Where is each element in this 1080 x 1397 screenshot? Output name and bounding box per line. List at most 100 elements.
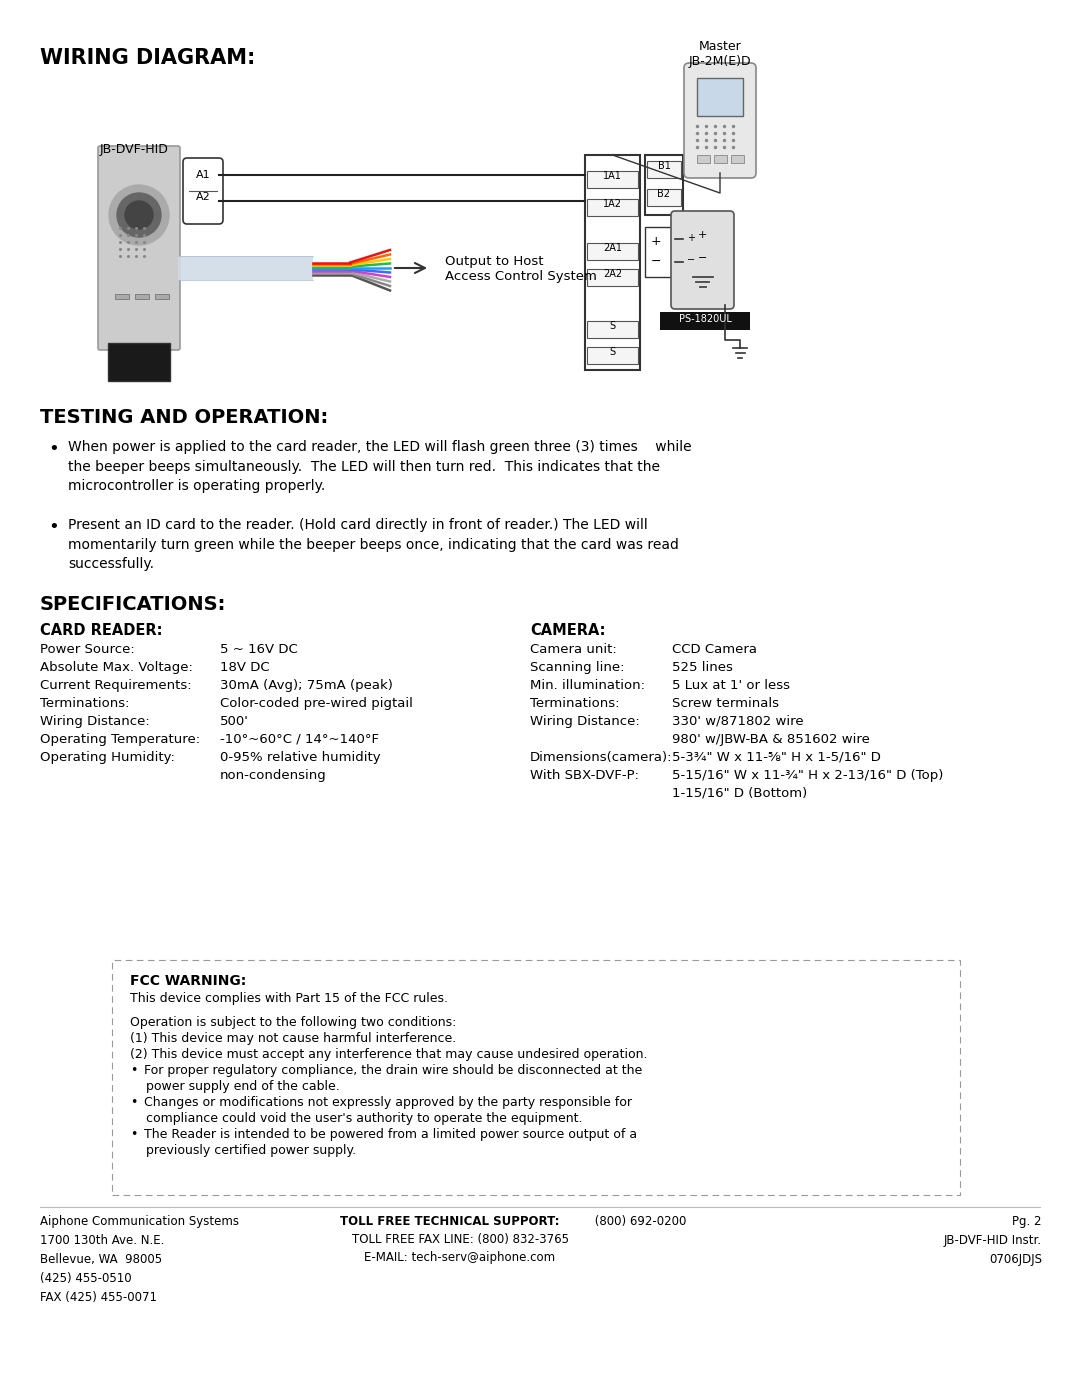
Text: compliance could void the user's authority to operate the equipment.: compliance could void the user's authori… [130,1112,582,1125]
Text: CARD READER:: CARD READER: [40,623,162,638]
Bar [156,293,168,299]
Text: Current Requirements:: Current Requirements: [40,679,191,692]
Text: Present an ID card to the reader. (Hold card directly in front of reader.) The L: Present an ID card to the reader. (Hold … [68,518,679,571]
Text: (2) This device must accept any interference that may cause undesired operation.: (2) This device must accept any interfer… [130,1048,648,1060]
Text: +: + [651,235,662,249]
Text: A1: A1 [195,170,211,180]
Text: −: − [687,256,696,265]
Text: 5-15/16" W x 11-¾" H x 2-13/16" D (Top): 5-15/16" W x 11-¾" H x 2-13/16" D (Top) [672,768,943,782]
Text: 5-3¾" W x 11-⅝" H x 1-5/16" D: 5-3¾" W x 11-⅝" H x 1-5/16" D [672,752,881,764]
Bar [731,155,744,163]
FancyBboxPatch shape [112,960,960,1194]
Bar [647,161,681,177]
Text: power supply end of the cable.: power supply end of the cable. [130,1080,340,1092]
Text: With SBX-DVF-P:: With SBX-DVF-P: [530,768,639,782]
Text: −: − [698,253,707,263]
Text: •: • [48,518,58,536]
FancyBboxPatch shape [671,211,734,309]
Text: Terminations:: Terminations: [530,697,620,710]
Text: 1A1: 1A1 [603,170,622,182]
Circle shape [125,201,153,229]
Bar [660,312,750,330]
Text: 525 lines: 525 lines [672,661,733,673]
Text: S: S [609,346,616,358]
Text: 30mA (Avg); 75mA (peak): 30mA (Avg); 75mA (peak) [220,679,393,692]
Text: −: − [651,256,661,268]
Text: FCC WARNING:: FCC WARNING: [130,974,246,988]
Bar [585,155,640,370]
FancyBboxPatch shape [98,147,180,351]
Bar [697,155,710,163]
Text: Pg. 2
JB-DVF-HID Instr.
0706JDJS: Pg. 2 JB-DVF-HID Instr. 0706JDJS [944,1215,1042,1266]
Text: WIRING DIAGRAM:: WIRING DIAGRAM: [40,47,255,68]
Bar [647,189,681,205]
Text: +: + [687,233,696,243]
Bar [714,155,727,163]
Bar [588,346,638,365]
Bar [114,293,129,299]
Text: TOLL FREE FAX LINE: (800) 832-3765: TOLL FREE FAX LINE: (800) 832-3765 [351,1234,568,1246]
Text: The Reader is intended to be powered from a limited power source output of a: The Reader is intended to be powered fro… [144,1127,637,1141]
Text: •: • [130,1097,137,1109]
Circle shape [109,184,168,244]
Text: For proper regulatory compliance, the drain wire should be disconnected at the: For proper regulatory compliance, the dr… [144,1065,643,1077]
Text: JB-2M(E)D: JB-2M(E)D [689,54,752,68]
Text: TESTING AND OPERATION:: TESTING AND OPERATION: [40,408,328,427]
FancyBboxPatch shape [183,158,222,224]
Text: (1) This device may not cause harmful interference.: (1) This device may not cause harmful in… [130,1032,456,1045]
Text: Operating Temperature:: Operating Temperature: [40,733,200,746]
Bar [645,226,683,277]
Bar [588,270,638,286]
Text: 5 Lux at 1' or less: 5 Lux at 1' or less [672,679,789,692]
Text: Color-coded pre-wired pigtail: Color-coded pre-wired pigtail [220,697,413,710]
Text: When power is applied to the card reader, the LED will flash green three (3) tim: When power is applied to the card reader… [68,440,691,493]
Text: Operation is subject to the following two conditions:: Operation is subject to the following tw… [130,1016,457,1030]
Text: 1A2: 1A2 [603,198,622,210]
Text: 0-95% relative humidity: 0-95% relative humidity [220,752,380,764]
Text: CAMERA:: CAMERA: [530,623,606,638]
Text: Wiring Distance:: Wiring Distance: [40,715,150,728]
Text: Aiphone Communication Systems
1700 130th Ave. N.E.
Bellevue, WA  98005
(425) 455: Aiphone Communication Systems 1700 130th… [40,1215,239,1303]
Text: SPECIFICATIONS:: SPECIFICATIONS: [40,595,227,615]
Text: Wiring Distance:: Wiring Distance: [530,715,639,728]
Text: -10°~60°C / 14°~140°F: -10°~60°C / 14°~140°F [220,733,379,746]
FancyBboxPatch shape [684,63,756,177]
Text: Operating Humidity:: Operating Humidity: [40,752,175,764]
Text: S: S [609,321,616,331]
Text: B2: B2 [658,189,671,198]
Text: PS-1820UL: PS-1820UL [678,314,731,324]
Bar [697,78,743,116]
Bar [588,243,638,260]
Text: •: • [130,1065,137,1077]
Text: 5 ~ 16V DC: 5 ~ 16V DC [220,643,298,657]
Text: Min. illumination:: Min. illumination: [530,679,645,692]
Text: CCD Camera: CCD Camera [672,643,757,657]
Text: B1: B1 [658,161,671,170]
Text: •: • [130,1127,137,1141]
Text: (800) 692-0200: (800) 692-0200 [591,1215,687,1228]
Bar [645,155,683,215]
Text: 500': 500' [220,715,248,728]
Text: JB-DVF-HID: JB-DVF-HID [100,142,168,156]
Text: •: • [48,440,58,458]
Text: Changes or modifications not expressly approved by the party responsible for: Changes or modifications not expressly a… [144,1097,632,1109]
Text: 18V DC: 18V DC [220,661,270,673]
Text: Terminations:: Terminations: [40,697,130,710]
Text: Screw terminals: Screw terminals [672,697,779,710]
Bar [588,198,638,217]
Text: TOLL FREE TECHNICAL SUPPORT:: TOLL FREE TECHNICAL SUPPORT: [340,1215,559,1228]
Bar [178,256,313,279]
Text: Power Source:: Power Source: [40,643,135,657]
Circle shape [117,193,161,237]
Bar [108,344,170,381]
Text: Camera unit:: Camera unit: [530,643,617,657]
Bar [588,321,638,338]
Text: non-condensing: non-condensing [220,768,327,782]
Text: Scanning line:: Scanning line: [530,661,624,673]
Text: E-MAIL: tech-serv@aiphone.com: E-MAIL: tech-serv@aiphone.com [364,1250,555,1264]
Bar [135,293,149,299]
Text: 1-15/16" D (Bottom): 1-15/16" D (Bottom) [672,787,807,800]
Text: This device complies with Part 15 of the FCC rules.: This device complies with Part 15 of the… [130,992,448,1004]
Text: A2: A2 [195,191,211,203]
Text: Master: Master [699,41,741,53]
